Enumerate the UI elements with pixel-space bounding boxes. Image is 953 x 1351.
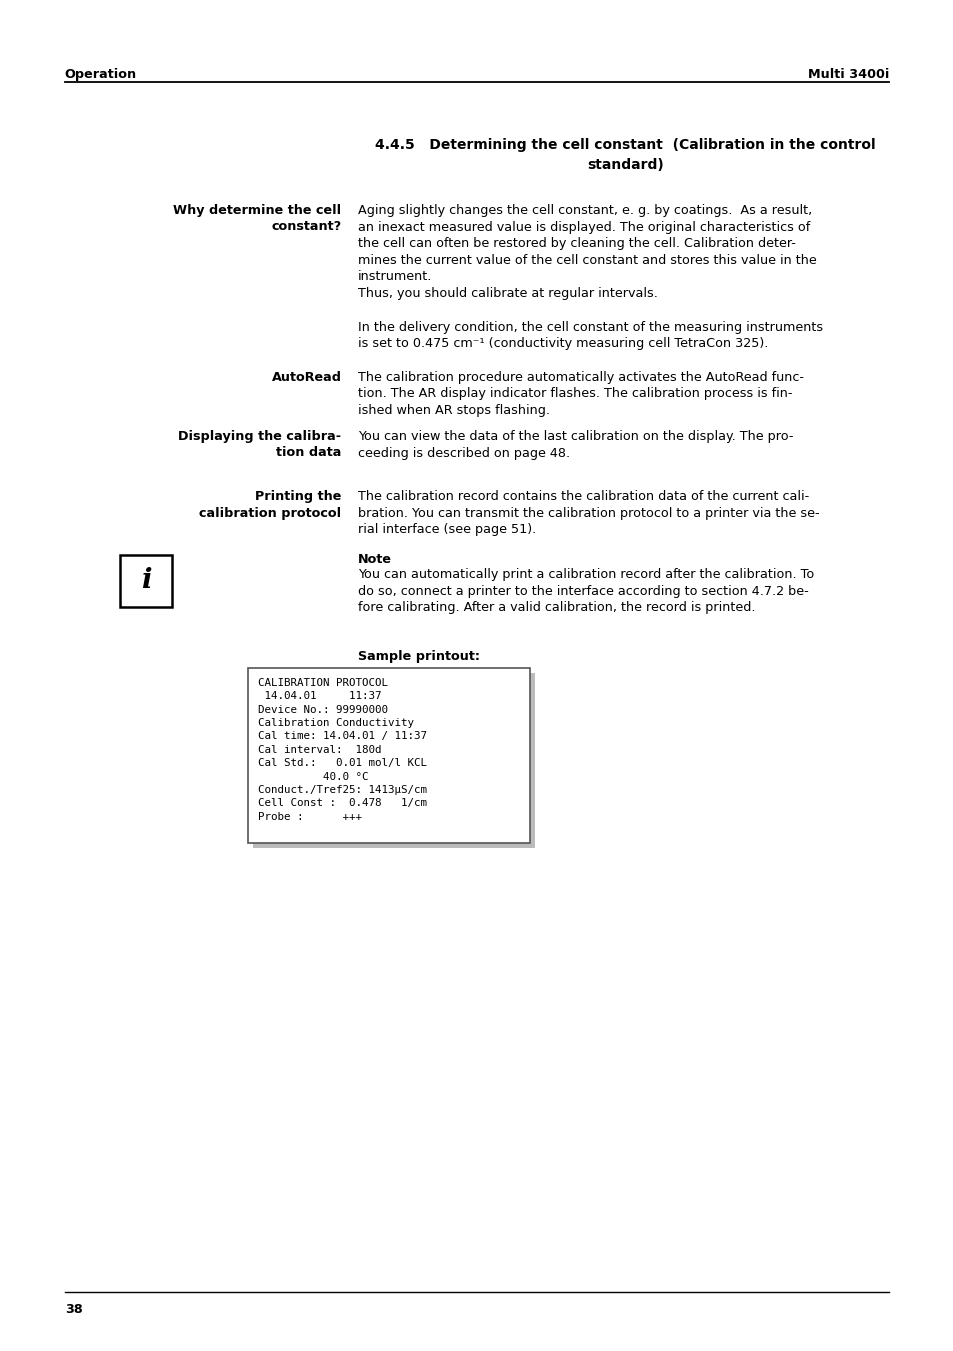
Text: 38: 38 <box>65 1302 83 1316</box>
Text: i: i <box>141 567 152 594</box>
Bar <box>120 555 172 607</box>
Text: Note: Note <box>357 553 392 566</box>
Text: 4.4.5   Determining the cell constant  (Calibration in the control: 4.4.5 Determining the cell constant (Cal… <box>375 138 875 153</box>
Text: CALIBRATION PROTOCOL
 14.04.01     11:37
Device No.: 99990000
Calibration Conduc: CALIBRATION PROTOCOL 14.04.01 11:37 Devi… <box>257 678 427 821</box>
Text: Printing the
calibration protocol: Printing the calibration protocol <box>199 490 341 520</box>
Text: You can automatically print a calibration record after the calibration. To
do so: You can automatically print a calibratio… <box>357 567 813 613</box>
Text: You can view the data of the last calibration on the display. The pro-
ceeding i: You can view the data of the last calibr… <box>357 430 792 459</box>
Text: Sample printout:: Sample printout: <box>357 650 479 663</box>
Text: standard): standard) <box>586 158 663 172</box>
Text: The calibration record contains the calibration data of the current cali-
bratio: The calibration record contains the cali… <box>357 490 819 536</box>
Text: Multi 3400i: Multi 3400i <box>807 68 888 81</box>
Text: In the delivery condition, the cell constant of the measuring instruments
is set: In the delivery condition, the cell cons… <box>357 322 822 350</box>
Bar <box>253 673 535 848</box>
Text: Why determine the cell
constant?: Why determine the cell constant? <box>173 204 341 234</box>
Text: Aging slightly changes the cell constant, e. g. by coatings.  As a result,
an in: Aging slightly changes the cell constant… <box>357 204 816 300</box>
Text: Displaying the calibra-
tion data: Displaying the calibra- tion data <box>178 430 341 459</box>
Text: Operation: Operation <box>65 68 137 81</box>
Text: The calibration procedure automatically activates the AutoRead func-
tion. The A: The calibration procedure automatically … <box>357 372 803 417</box>
Bar <box>248 667 530 843</box>
Text: AutoRead: AutoRead <box>272 372 341 384</box>
